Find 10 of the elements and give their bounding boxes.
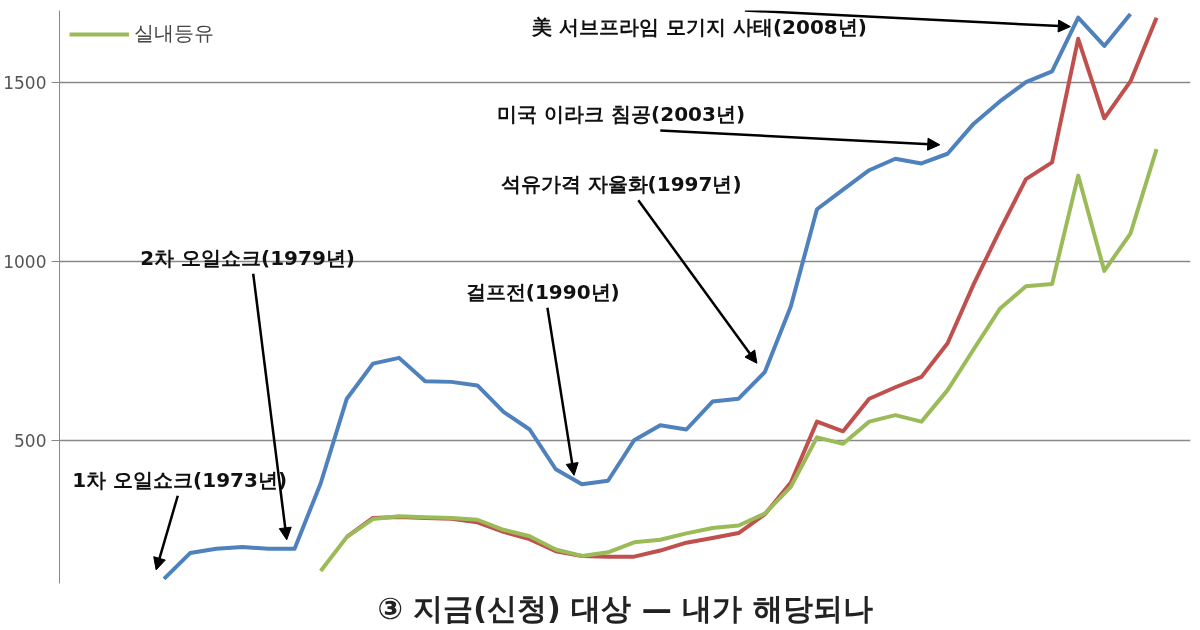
- y-tick-label: 500: [14, 430, 47, 451]
- annotation: 걸프전(1990년): [465, 279, 620, 304]
- y-tick-label: 1500: [3, 72, 47, 93]
- annotation: 미국 이라크 침공(2003년): [497, 102, 746, 127]
- legend-label: 실내등유: [134, 20, 214, 47]
- annotation: 석유가격 자율화(1997년): [500, 172, 742, 197]
- y-tick-label: 1000: [3, 251, 47, 272]
- text: ③ 지금(신청) 대상 — 내가 해당되나: [377, 590, 873, 626]
- annotation: 美 서브프라임 모기지 사태(2008년): [531, 14, 867, 39]
- annotation: 2차 오일쇼크(1979년): [140, 245, 355, 270]
